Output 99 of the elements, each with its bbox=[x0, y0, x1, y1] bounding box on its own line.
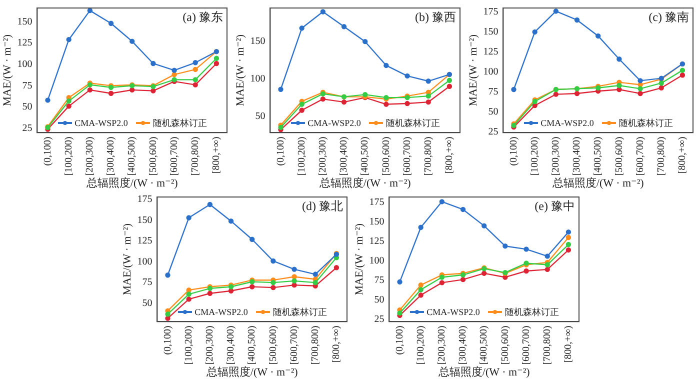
chart-title: (a) 豫东 bbox=[182, 10, 223, 24]
x-tick-label: (0,100) bbox=[162, 326, 174, 355]
x-tick-label: (0,100) bbox=[275, 136, 286, 166]
y-tick-label: 125 bbox=[483, 46, 498, 58]
y-axis-title: MAE/(W · m⁻²) bbox=[234, 34, 246, 106]
y-tick-label: 100 bbox=[17, 58, 32, 70]
y-tick-label: 75 bbox=[374, 274, 384, 286]
y-tick-label: 75 bbox=[142, 277, 152, 288]
legend-label: CMA-WSP2.0 bbox=[308, 118, 361, 128]
x-tick-label: [400,500) bbox=[126, 136, 138, 176]
x-tick-label: [600,700) bbox=[402, 136, 413, 176]
y-tick-label: 100 bbox=[483, 66, 498, 78]
x-tick-label: [200,300) bbox=[550, 136, 562, 176]
x-tick-label: [300,400) bbox=[458, 326, 469, 365]
x-tick-label: [600,700) bbox=[520, 326, 532, 365]
x-axis-title: 总辐照度/(W · m⁻²) bbox=[318, 176, 412, 190]
x-tick-label: [200,300) bbox=[84, 136, 96, 176]
legend-label: 随机森林订正 bbox=[272, 306, 327, 319]
legend-label: 随机森林订正 bbox=[504, 306, 559, 319]
y-tick-label: 75 bbox=[22, 80, 32, 92]
x-tick-label: [600,700) bbox=[168, 136, 180, 176]
x-tick-label: [300,400) bbox=[572, 136, 583, 176]
y-tick-label: 175 bbox=[137, 194, 152, 206]
y-tick-label: 150 bbox=[250, 36, 266, 48]
x-tick-label: [500,600) bbox=[268, 326, 279, 365]
x-tick-label: [800,+∞) bbox=[444, 136, 456, 174]
x-tick-label: [700,800) bbox=[310, 326, 321, 365]
x-tick-label: (0,100) bbox=[42, 136, 54, 166]
y-tick-label: 75 bbox=[488, 86, 498, 98]
y-tick-label: 150 bbox=[137, 214, 152, 226]
chart-title: (b) 豫西 bbox=[415, 10, 456, 24]
legend-label: 随机森林订正 bbox=[386, 116, 440, 130]
legend-label: CMA-WSP2.0 bbox=[426, 307, 480, 318]
y-tick-label: 125 bbox=[369, 236, 384, 248]
x-tick-label: [300,400) bbox=[106, 136, 117, 176]
x-axis-title: 总辐照度/(W · m⁻²) bbox=[551, 176, 644, 190]
x-tick-label: (0,100) bbox=[394, 326, 406, 355]
x-tick-label: [700,800) bbox=[190, 136, 201, 176]
x-tick-label: [100,200) bbox=[415, 326, 426, 365]
x-tick-label: [300,400) bbox=[226, 326, 237, 365]
y-tick-label: 25 bbox=[488, 126, 498, 138]
y-tick-label: 100 bbox=[250, 74, 266, 85]
x-tick-label: [800,+∞) bbox=[677, 136, 688, 174]
legend-label: CMA-WSP2.0 bbox=[540, 118, 594, 128]
x-tick-label: [800,+∞) bbox=[211, 136, 222, 174]
y-tick-label: 100 bbox=[137, 256, 152, 268]
y-axis-title: MAE/(W · m⁻²) bbox=[467, 34, 480, 106]
x-tick-label: [200,300) bbox=[436, 326, 448, 365]
y-tick-label: 50 bbox=[22, 102, 32, 113]
x-tick-label: [100,200) bbox=[296, 136, 308, 176]
x-axis-title: 总辐照度/(W · m⁻²) bbox=[85, 176, 178, 190]
y-tick-label: 150 bbox=[17, 16, 32, 28]
chart-title: (c) 豫南 bbox=[648, 10, 689, 24]
y-tick-label: 175 bbox=[369, 197, 384, 208]
x-tick-label: [500,600) bbox=[500, 326, 511, 365]
legend-label: CMA-WSP2.0 bbox=[74, 118, 128, 128]
x-tick-label: [200,300) bbox=[318, 136, 329, 176]
x-tick-label: [400,500) bbox=[246, 326, 258, 365]
y-axis-title: MAE/(W · m⁻²) bbox=[1, 34, 14, 106]
x-axis-title: 总辐照度/(W · m⁻²) bbox=[205, 365, 298, 378]
y-tick-label: 25 bbox=[374, 314, 384, 325]
x-tick-label: [200,300) bbox=[204, 326, 216, 365]
x-tick-label: [100,200) bbox=[529, 136, 540, 176]
y-tick-label: 50 bbox=[255, 110, 266, 122]
y-tick-label: 50 bbox=[374, 294, 384, 306]
x-tick-label: [500,600) bbox=[148, 136, 159, 176]
x-tick-label: [100,200) bbox=[183, 326, 194, 365]
legend-label: 随机森林订正 bbox=[618, 116, 673, 130]
x-tick-label: [700,800) bbox=[422, 136, 434, 176]
chart-title: (d) 豫北 bbox=[302, 199, 343, 214]
y-tick-label: 125 bbox=[137, 236, 152, 247]
legend-label: 随机森林订正 bbox=[152, 116, 207, 130]
y-tick-label: 150 bbox=[483, 26, 498, 38]
x-tick-label: [100,200) bbox=[63, 136, 74, 176]
x-tick-label: [600,700) bbox=[288, 326, 300, 365]
y-tick-label: 50 bbox=[142, 298, 152, 309]
y-axis-title: MAE/(W · m⁻²) bbox=[121, 223, 134, 296]
x-tick-label: [700,800) bbox=[656, 136, 667, 176]
chart-title: (e) 豫中 bbox=[534, 199, 575, 214]
x-tick-label: [400,500) bbox=[478, 326, 490, 365]
y-tick-label: 25 bbox=[22, 122, 32, 134]
x-tick-label: [300,400) bbox=[338, 136, 350, 176]
y-tick-label: 100 bbox=[369, 256, 384, 267]
x-tick-label: [800,+∞) bbox=[331, 326, 342, 363]
x-tick-label: [400,500) bbox=[360, 136, 371, 176]
x-tick-label: [700,800) bbox=[542, 326, 553, 365]
x-tick-label: [500,600) bbox=[380, 136, 392, 176]
x-tick-label: [600,700) bbox=[634, 136, 646, 176]
y-tick-label: 50 bbox=[488, 106, 498, 118]
y-tick-label: 175 bbox=[483, 6, 498, 18]
y-tick-label: 125 bbox=[17, 38, 32, 49]
x-axis-title: 总辐照度/(W · m⁻²) bbox=[437, 365, 530, 378]
x-tick-label: [500,600) bbox=[614, 136, 625, 176]
legend-label: CMA-WSP2.0 bbox=[194, 307, 248, 318]
y-tick-label: 150 bbox=[369, 216, 384, 228]
x-tick-label: [400,500) bbox=[592, 136, 604, 176]
x-tick-label: [800,+∞) bbox=[563, 326, 574, 363]
y-axis-title: MAE/(W · m⁻²) bbox=[353, 223, 366, 296]
x-tick-label: (0,100) bbox=[508, 136, 520, 166]
